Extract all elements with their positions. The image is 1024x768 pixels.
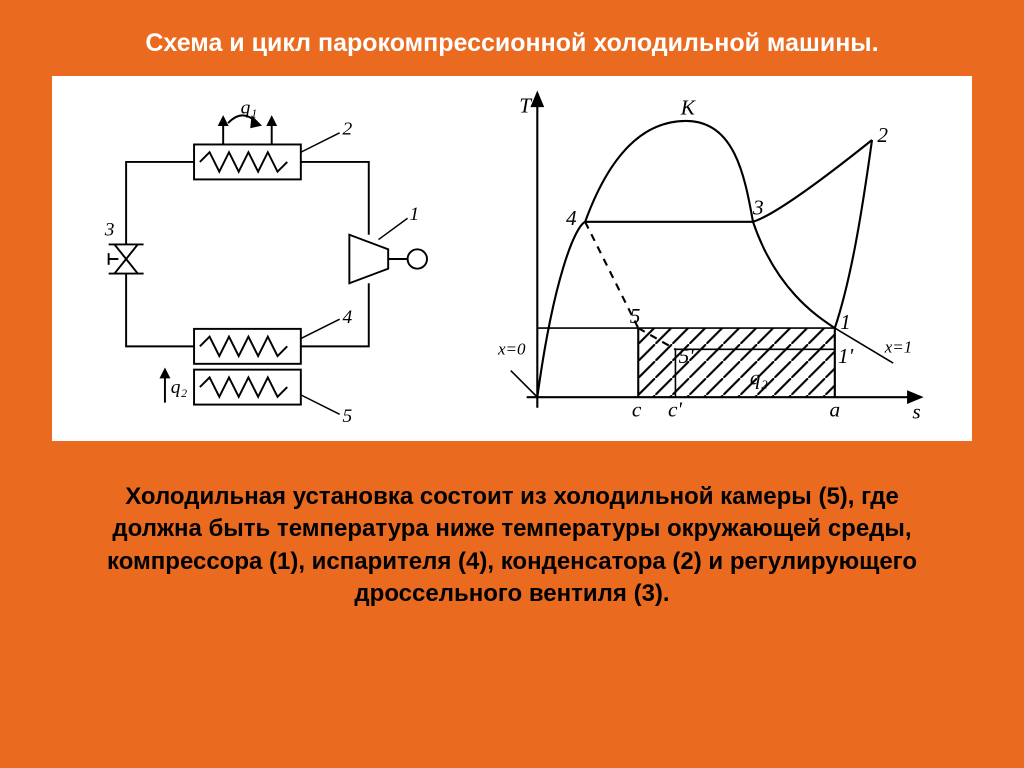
ts-3: 3 [752, 195, 764, 219]
ts-q2: q₂ [750, 365, 768, 389]
ts-a: a [830, 397, 841, 421]
label-n4: 4 [343, 307, 353, 328]
ts-diagram: T s К 2 3 4 1 5 5' 1' a c c' x=0 x=1 q₂ [452, 89, 952, 429]
ts-cp: c' [668, 397, 682, 421]
slide: Схема и цикл парокомпрессионной холодиль… [0, 0, 1024, 768]
ts-1p: 1' [838, 344, 854, 368]
ts-2: 2 [877, 123, 888, 147]
schematic-diagram: q₁ q₂ 1 2 3 4 5 [72, 89, 452, 429]
ts-K: К [680, 95, 697, 119]
label-n5: 5 [343, 406, 353, 424]
slide-title: Схема и цикл парокомпрессионной холодиль… [145, 28, 878, 58]
label-q2: q₂ [171, 376, 188, 397]
label-n3: 3 [104, 219, 115, 240]
ts-5: 5 [630, 303, 641, 327]
diagram-panel: q₁ q₂ 1 2 3 4 5 [52, 76, 972, 441]
axis-x-label: s [912, 399, 920, 423]
label-n2: 2 [343, 118, 353, 139]
ts-x1: x=1 [884, 337, 913, 356]
ts-c: c [632, 397, 642, 421]
ts-x0: x=0 [497, 339, 526, 358]
ts-5p: 5' [679, 344, 695, 368]
slide-caption: Холодильная установка состоит из холодил… [87, 481, 937, 611]
ts-4: 4 [566, 206, 577, 230]
label-n1: 1 [410, 204, 420, 225]
ts-1: 1 [840, 310, 851, 334]
label-q1: q₁ [241, 97, 257, 118]
